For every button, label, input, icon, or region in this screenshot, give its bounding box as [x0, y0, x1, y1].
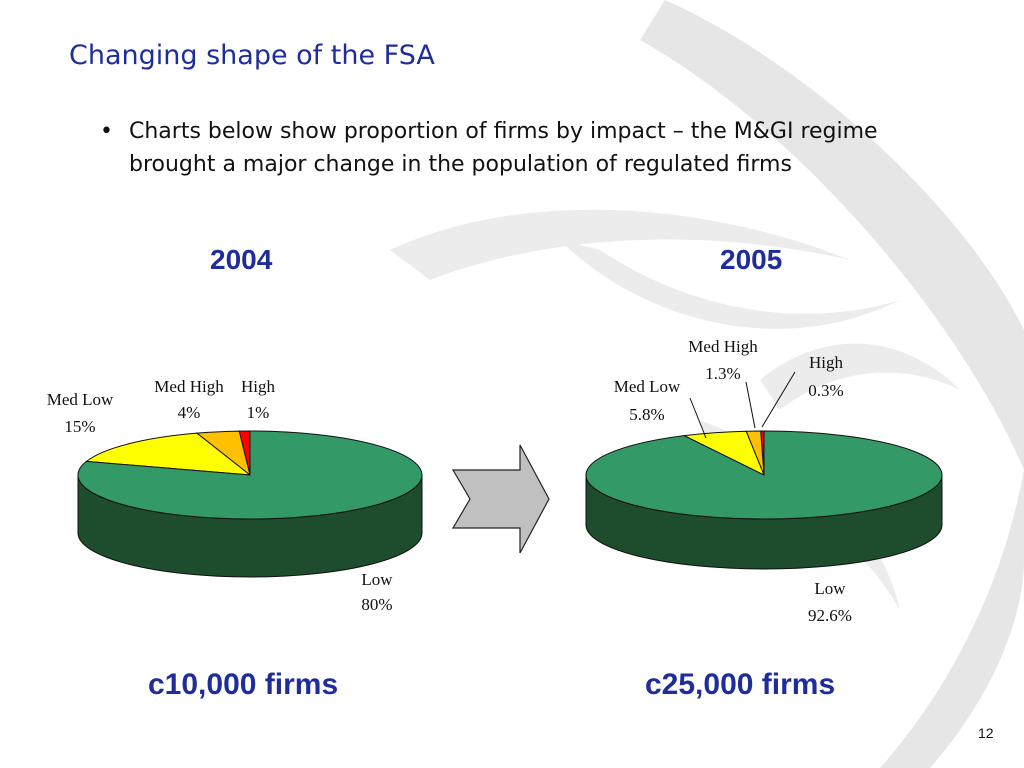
year-label-2004: 2004: [210, 244, 273, 275]
slide-title: Changing shape of the FSA: [69, 40, 435, 71]
pie-value-label: 0.3%: [808, 381, 843, 400]
pie-category-label: High: [809, 353, 844, 372]
pie-labels: Low 80% Med Low 15% Med High 4% High 1% Low 92.6%…: [47, 337, 852, 625]
pie-category-label: High: [241, 377, 276, 396]
pie-category-label: Med High: [688, 337, 758, 356]
pie-slice-low: [585, 430, 943, 520]
leader-line: [689, 397, 707, 439]
leader-line: [761, 371, 796, 428]
pie-value-label: 1%: [247, 403, 270, 422]
watermark-swirl: [560, 240, 900, 329]
pie-category-label: Med Low: [614, 377, 681, 396]
pie-slice-low: [77, 430, 423, 520]
pie-chart-2005: [585, 430, 943, 570]
pie-category-label: Med High: [154, 377, 224, 396]
leader-line: [745, 381, 756, 429]
page-number: 12: [978, 725, 994, 741]
year-label-2005: 2005: [720, 244, 783, 275]
watermark-band: [880, 470, 1024, 768]
pie-value-label: 92.6%: [808, 606, 852, 625]
bullet-dot-icon: •: [100, 119, 113, 144]
pie-value-label: 15%: [64, 417, 95, 436]
pie-chart-2004: [77, 430, 423, 578]
firm-count-2005: c25,000 firms: [645, 668, 836, 701]
pie-category-label: Med Low: [47, 390, 114, 409]
firm-count-2004: c10,000 firms: [148, 668, 339, 701]
watermark-swirl: [760, 343, 960, 410]
pie-value-label: 4%: [178, 403, 201, 422]
transition-arrow-icon: [451, 444, 550, 554]
bullet-text: Charts below show proportion of firms by…: [129, 119, 878, 177]
pie-value-label: 5.8%: [629, 405, 664, 424]
pie-value-label: 80%: [361, 595, 392, 614]
pie-category-label: Low: [361, 570, 393, 589]
pie-value-label: 1.3%: [705, 364, 740, 383]
pie-category-label: Low: [814, 579, 846, 598]
watermark-swirl: [390, 209, 850, 280]
watermark-band: [640, 0, 1024, 470]
